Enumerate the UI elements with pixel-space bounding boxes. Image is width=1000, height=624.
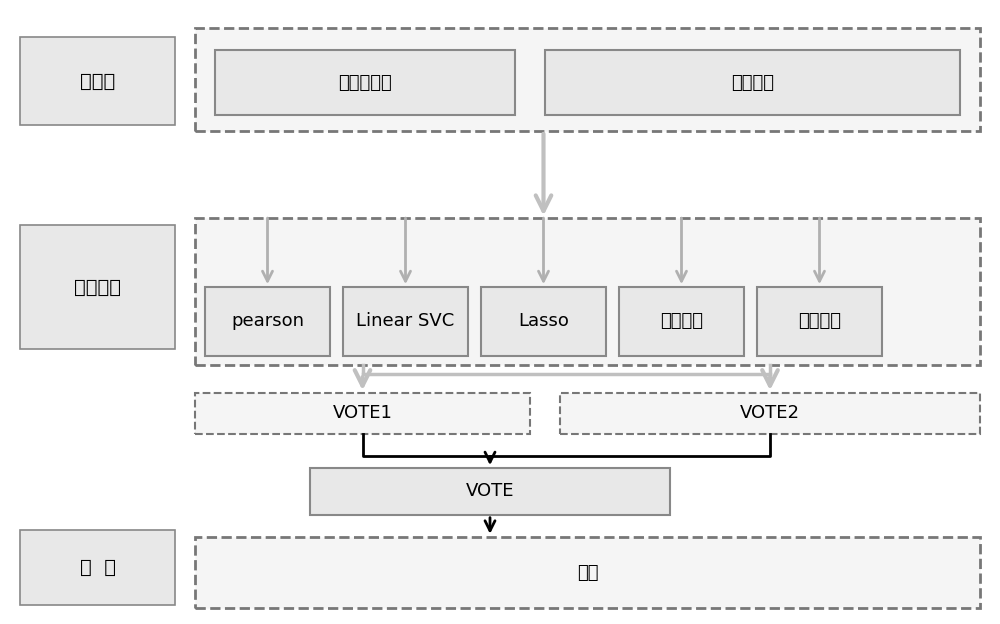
Text: 数据集: 数据集 bbox=[80, 72, 115, 90]
Text: pearson: pearson bbox=[231, 313, 304, 330]
FancyBboxPatch shape bbox=[20, 530, 175, 605]
Text: 卡方分布: 卡方分布 bbox=[798, 313, 841, 330]
FancyBboxPatch shape bbox=[757, 287, 882, 356]
Text: Linear SVC: Linear SVC bbox=[356, 313, 455, 330]
Text: VOTE: VOTE bbox=[466, 482, 514, 500]
FancyBboxPatch shape bbox=[215, 50, 515, 115]
FancyBboxPatch shape bbox=[205, 287, 330, 356]
FancyBboxPatch shape bbox=[619, 287, 744, 356]
FancyBboxPatch shape bbox=[481, 287, 606, 356]
Text: 数值类属性: 数值类属性 bbox=[338, 74, 392, 92]
Text: 逻辑回归: 逻辑回归 bbox=[660, 313, 703, 330]
Text: 输  入: 输 入 bbox=[80, 558, 116, 577]
Bar bbox=[195, 218, 980, 365]
Bar bbox=[195, 393, 530, 434]
Text: 分类属性: 分类属性 bbox=[731, 74, 774, 92]
Text: VOTE2: VOTE2 bbox=[740, 404, 800, 422]
Text: VOTE1: VOTE1 bbox=[333, 404, 392, 422]
FancyBboxPatch shape bbox=[20, 225, 175, 349]
Bar bbox=[195, 28, 980, 131]
Text: 输入: 输入 bbox=[577, 563, 598, 582]
FancyBboxPatch shape bbox=[343, 287, 468, 356]
Text: Lasso: Lasso bbox=[518, 313, 569, 330]
Bar bbox=[195, 537, 980, 608]
FancyBboxPatch shape bbox=[545, 50, 960, 115]
Text: 特征选择: 特征选择 bbox=[74, 278, 121, 296]
FancyBboxPatch shape bbox=[310, 468, 670, 515]
FancyBboxPatch shape bbox=[20, 37, 175, 125]
Bar bbox=[560, 393, 980, 434]
